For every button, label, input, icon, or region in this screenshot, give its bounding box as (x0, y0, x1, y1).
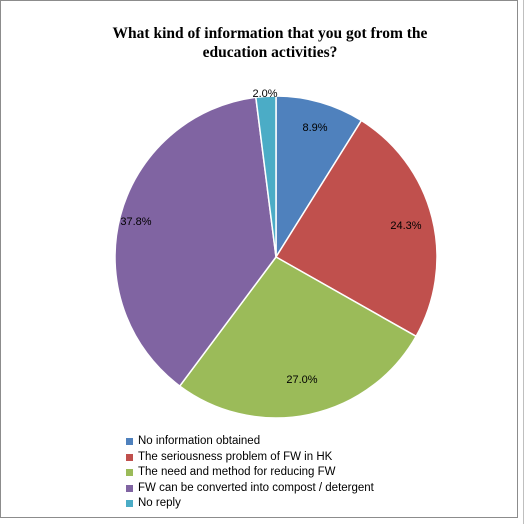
legend-label: No information obtained (138, 435, 261, 447)
chart-title-line-1: What kind of information that you got fr… (112, 25, 428, 42)
legend-swatch (126, 438, 133, 446)
pie-slice (275, 95, 363, 260)
legend-item: The need and method for reducing FW (126, 465, 374, 481)
pie-slice (254, 95, 277, 258)
slice-data-label: 24.3% (390, 220, 421, 232)
legend-label: The need and method for reducing FW (138, 466, 336, 478)
legend-item: No information obtained (126, 434, 374, 450)
legend-item: The seriousness problem of FW in HK (126, 450, 374, 466)
legend-swatch (126, 500, 133, 508)
chart-edge (523, 0, 524, 524)
slice-data-label: 2.0% (252, 88, 277, 100)
legend-item: FW can be converted into compost / deter… (126, 481, 374, 497)
legend-swatch (126, 484, 133, 492)
slice-data-label: 27.0% (286, 374, 317, 386)
slice-data-label: 8.9% (302, 122, 327, 134)
legend-label: No reply (138, 497, 181, 509)
chart-title-line-2: education activities? (202, 44, 338, 61)
pie-slice (274, 119, 438, 338)
legend-label: FW can be converted into compost / deter… (138, 481, 374, 494)
pie-slice (178, 256, 418, 419)
legend-swatch (126, 453, 133, 461)
chart-title: What kind of information that you got fr… (40, 24, 500, 62)
pie-slice (114, 96, 277, 388)
legend-item: No reply (126, 496, 374, 512)
legend-swatch (126, 469, 133, 477)
legend-label: The seriousness problem of FW in HK (138, 450, 333, 463)
legend: No information obtained The seriousness … (126, 434, 374, 512)
slice-data-label: 37.8% (120, 216, 151, 228)
